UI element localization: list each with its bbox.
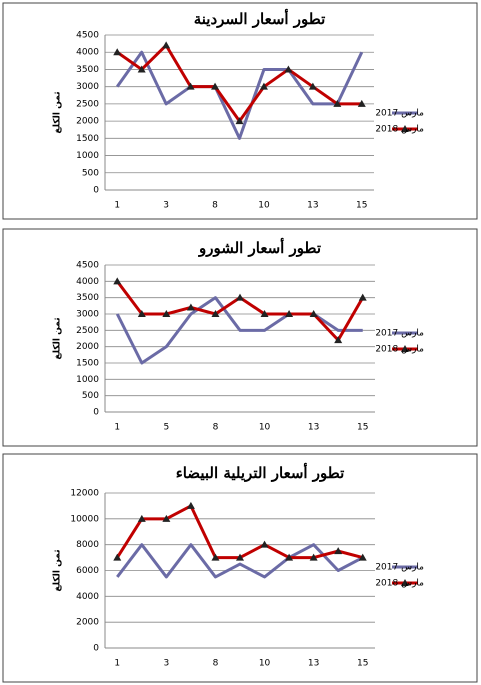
legend-marker <box>401 125 409 132</box>
x-tick-label: 5 <box>163 423 169 433</box>
point-marker <box>235 117 244 125</box>
x-tick-label: 15 <box>357 659 368 669</box>
point-marker <box>334 336 343 344</box>
point-marker <box>259 82 268 90</box>
point-marker <box>285 310 294 317</box>
point-marker <box>357 99 366 107</box>
legend-marker <box>401 345 409 352</box>
legend-label: مارس 2018 <box>375 345 424 355</box>
x-tick-label: 8 <box>213 423 219 433</box>
point-marker <box>162 310 171 317</box>
y-tick-label: 1000 <box>76 151 99 161</box>
point-marker <box>284 65 293 73</box>
x-tick-label: 15 <box>357 423 368 433</box>
point-marker <box>162 41 171 49</box>
series-line <box>116 50 364 140</box>
legend-label: مارس 2017 <box>375 563 424 573</box>
point-marker <box>186 501 195 509</box>
chart-title: تطور أسعار الشورو <box>198 237 321 257</box>
point-marker <box>334 547 343 555</box>
x-tick-label: 10 <box>258 201 270 211</box>
legend-label: مارس 2018 <box>375 579 424 589</box>
y-tick-label: 8000 <box>76 540 99 550</box>
y-tick-label: 4500 <box>76 261 99 271</box>
x-tick-label: 3 <box>163 659 169 669</box>
y-tick-label: 0 <box>93 644 99 654</box>
x-tick-label: 15 <box>356 201 367 211</box>
y-tick-label: 1500 <box>76 134 99 144</box>
point-marker <box>162 514 171 522</box>
x-tick-label: 1 <box>114 201 120 211</box>
y-tick-label: 12000 <box>70 489 99 499</box>
legend-marker <box>401 579 409 586</box>
point-marker <box>358 553 367 561</box>
point-marker <box>113 48 122 56</box>
x-tick-label: 13 <box>308 659 319 669</box>
y-tick-label: 10000 <box>70 514 99 524</box>
point-marker <box>308 82 317 90</box>
point-marker <box>236 553 244 561</box>
point-marker <box>260 540 269 548</box>
x-tick-label: 13 <box>308 423 319 433</box>
point-marker <box>309 553 318 561</box>
y-axis-label: ثمن الكلغ <box>53 549 63 591</box>
series-line <box>116 543 364 579</box>
point-marker <box>113 553 122 561</box>
y-tick-label: 2000 <box>76 618 99 628</box>
chart-title: تطور أسعار السردينة <box>194 8 326 28</box>
point-marker <box>333 99 342 107</box>
y-tick-label: 6000 <box>76 566 99 576</box>
series-line <box>115 296 363 365</box>
y-tick-label: 1000 <box>76 375 99 385</box>
point-marker <box>186 303 195 311</box>
point-marker <box>236 293 244 301</box>
point-marker <box>113 277 122 285</box>
y-tick-label: 4000 <box>76 277 99 287</box>
point-marker <box>186 82 195 90</box>
y-tick-label: 2000 <box>76 342 99 352</box>
legend-label: مارس 2017 <box>375 329 424 339</box>
x-tick-label: 8 <box>212 201 218 211</box>
y-tick-label: 2500 <box>76 99 99 109</box>
y-tick-label: 4000 <box>76 592 99 602</box>
x-tick-label: 3 <box>163 201 169 211</box>
point-marker <box>211 310 220 317</box>
x-tick-label: 10 <box>259 423 271 433</box>
point-marker <box>309 310 318 317</box>
legend-label: مارس 2017 <box>375 109 424 119</box>
y-tick-label: 0 <box>93 186 99 196</box>
point-marker <box>137 65 146 73</box>
y-tick-label: 0 <box>93 408 99 418</box>
y-tick-label: 500 <box>82 391 99 401</box>
x-tick-label: 10 <box>259 659 271 669</box>
panel <box>2 2 478 220</box>
point-marker <box>137 310 146 317</box>
y-tick-label: 500 <box>82 168 99 178</box>
y-tick-label: 3000 <box>76 82 99 92</box>
y-tick-label: 4500 <box>76 31 99 41</box>
y-tick-label: 1500 <box>76 359 99 369</box>
y-tick-label: 4000 <box>76 48 99 58</box>
y-tick-label: 3500 <box>76 293 99 303</box>
y-tick-label: 2000 <box>76 117 99 127</box>
y-tick-label: 3000 <box>76 310 99 320</box>
point-marker <box>211 553 220 561</box>
y-axis-label: ثمن الكلغ <box>53 317 63 359</box>
point-marker <box>211 82 220 90</box>
legend-label: مارس 2018 <box>375 125 424 135</box>
x-tick-label: 13 <box>307 201 318 211</box>
point-marker <box>285 553 294 561</box>
y-tick-label: 2500 <box>76 326 99 336</box>
x-tick-label: 1 <box>114 423 120 433</box>
point-marker <box>137 514 146 522</box>
x-tick-label: 8 <box>213 659 219 669</box>
y-tick-label: 3500 <box>76 65 99 75</box>
x-tick-label: 1 <box>114 659 120 669</box>
y-axis-label: ثمن الكلغ <box>53 91 63 133</box>
chart-title: تطور أسعار التريلية البيضاء <box>176 462 345 482</box>
point-marker <box>358 293 367 301</box>
point-marker <box>260 310 269 317</box>
